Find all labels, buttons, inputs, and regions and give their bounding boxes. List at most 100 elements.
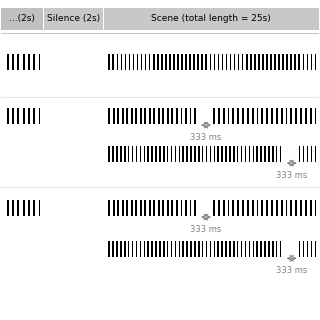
Bar <box>108 108 110 124</box>
Bar <box>185 54 187 69</box>
Bar <box>202 54 203 69</box>
Bar <box>193 54 195 69</box>
Bar <box>17 200 19 215</box>
Bar <box>206 146 207 162</box>
Bar <box>190 146 192 162</box>
Bar <box>276 241 277 257</box>
Bar <box>186 241 188 257</box>
Bar <box>315 108 316 124</box>
Bar <box>117 200 119 215</box>
Bar <box>260 146 262 162</box>
Bar <box>210 54 211 69</box>
Bar <box>276 200 278 215</box>
Bar <box>295 200 297 215</box>
Bar <box>315 200 316 215</box>
Bar <box>136 146 137 162</box>
Bar <box>237 146 238 162</box>
Bar <box>154 108 155 124</box>
Bar <box>140 200 142 215</box>
Bar <box>264 146 266 162</box>
Bar <box>237 241 238 257</box>
Bar <box>113 200 115 215</box>
Bar <box>179 146 180 162</box>
Bar <box>124 241 125 257</box>
Bar <box>163 108 164 124</box>
Bar <box>307 54 308 69</box>
Bar <box>252 241 254 257</box>
Bar <box>278 54 280 69</box>
Bar <box>144 108 146 124</box>
Bar <box>258 54 260 69</box>
Bar <box>218 108 220 124</box>
Bar <box>144 200 146 215</box>
Bar <box>232 108 234 124</box>
Bar <box>176 200 178 215</box>
Bar <box>122 108 124 124</box>
Bar <box>33 54 35 69</box>
Bar <box>157 54 158 69</box>
Bar <box>141 54 142 69</box>
Bar <box>218 241 219 257</box>
Bar <box>17 54 19 69</box>
Bar <box>247 108 249 124</box>
Bar <box>38 108 40 124</box>
Bar <box>311 241 312 257</box>
Bar <box>28 54 30 69</box>
Bar <box>218 146 219 162</box>
Bar <box>222 54 223 69</box>
Bar <box>261 200 263 215</box>
Bar <box>163 200 164 215</box>
Bar <box>257 200 258 215</box>
Bar <box>270 54 272 69</box>
Bar <box>280 146 281 162</box>
Bar <box>158 200 160 215</box>
Bar <box>28 108 30 124</box>
Bar <box>254 54 256 69</box>
Bar <box>315 146 316 162</box>
Bar <box>194 200 196 215</box>
Bar <box>175 241 176 257</box>
Bar <box>151 241 153 257</box>
Bar <box>202 241 204 257</box>
Bar <box>241 241 242 257</box>
Bar <box>132 241 133 257</box>
Bar <box>172 200 173 215</box>
Bar <box>133 54 134 69</box>
Bar <box>276 108 278 124</box>
Bar <box>132 146 133 162</box>
Text: Silence (2s): Silence (2s) <box>47 14 100 23</box>
Bar <box>241 146 242 162</box>
Bar <box>252 200 253 215</box>
Bar <box>311 54 312 69</box>
Bar <box>140 146 141 162</box>
Bar <box>230 54 231 69</box>
Text: 333 ms: 333 ms <box>276 171 307 180</box>
Bar <box>128 146 130 162</box>
Bar <box>225 146 227 162</box>
Bar <box>310 108 312 124</box>
Bar <box>122 200 124 215</box>
Bar <box>33 200 35 215</box>
Bar <box>247 200 249 215</box>
Bar <box>126 108 128 124</box>
Bar <box>295 108 297 124</box>
Bar <box>233 241 235 257</box>
Bar <box>305 200 307 215</box>
Bar <box>185 200 187 215</box>
Bar <box>234 54 236 69</box>
Bar <box>180 108 182 124</box>
Bar <box>223 108 225 124</box>
Bar <box>205 54 207 69</box>
Bar <box>303 241 304 257</box>
Bar <box>112 146 114 162</box>
Text: 333 ms: 333 ms <box>190 225 222 234</box>
Bar <box>172 108 173 124</box>
Bar <box>307 146 308 162</box>
Bar <box>310 200 312 215</box>
Bar <box>245 146 246 162</box>
Bar <box>176 108 178 124</box>
Bar <box>180 200 182 215</box>
Bar <box>242 54 244 69</box>
Bar <box>135 200 137 215</box>
Bar <box>161 54 163 69</box>
